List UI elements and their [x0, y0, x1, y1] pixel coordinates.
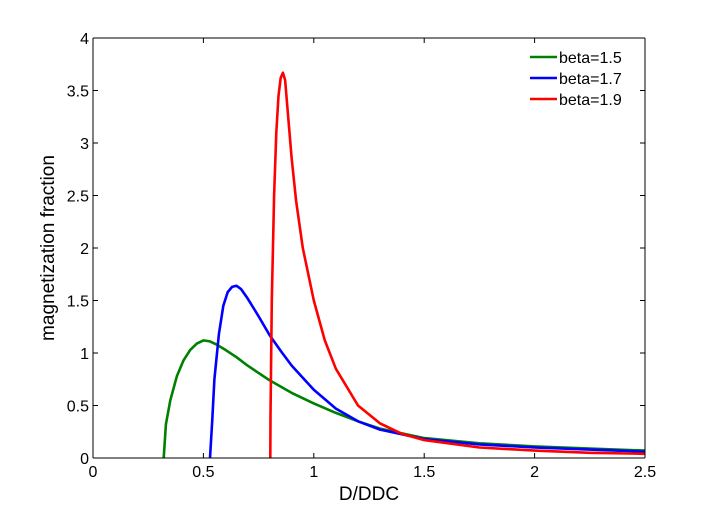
y-tick-label-0: 0: [80, 451, 89, 468]
y-tick-label-7: 3.5: [67, 84, 89, 101]
legend-label-2: beta=1.9: [559, 92, 622, 109]
ticks: 0 0.5 1 1.5 2 2.5 0 0.5 1 1.5 2 2.5 3 3.5 4: [67, 31, 656, 481]
x-tick-label-1: 0.5: [192, 464, 214, 481]
y-tick-label-3: 1.5: [67, 294, 89, 311]
x-tick-label-3: 1.5: [413, 464, 435, 481]
legend-item-1: beta=1.7: [530, 71, 622, 88]
x-axis-label: D/DDC: [339, 484, 399, 505]
x-tick-label-0: 0: [89, 464, 98, 481]
x-tick-label-2: 1: [309, 464, 318, 481]
series-line-2: [269, 71, 646, 459]
plot-content: [162, 71, 646, 459]
legend-item-0: beta=1.5: [530, 50, 622, 67]
y-tick-label-2: 1: [80, 346, 89, 363]
series-line-1: [208, 284, 646, 459]
x-tick-label-5: 2.5: [634, 464, 656, 481]
legend-item-2: beta=1.9: [530, 92, 622, 109]
y-tick-label-6: 3: [80, 136, 89, 153]
legend-label-0: beta=1.5: [559, 50, 622, 67]
y-tick-label-5: 2.5: [67, 189, 89, 206]
y-tick-label-1: 0.5: [67, 399, 89, 416]
y-tick-label-4: 2: [80, 241, 89, 258]
y-axis-label: magnetization fraction: [38, 155, 59, 341]
y-tick-label-8: 4: [80, 31, 89, 48]
legend-label-1: beta=1.7: [559, 71, 622, 88]
legend: beta=1.5 beta=1.7 beta=1.9: [530, 50, 622, 109]
x-tick-label-4: 2: [530, 464, 539, 481]
